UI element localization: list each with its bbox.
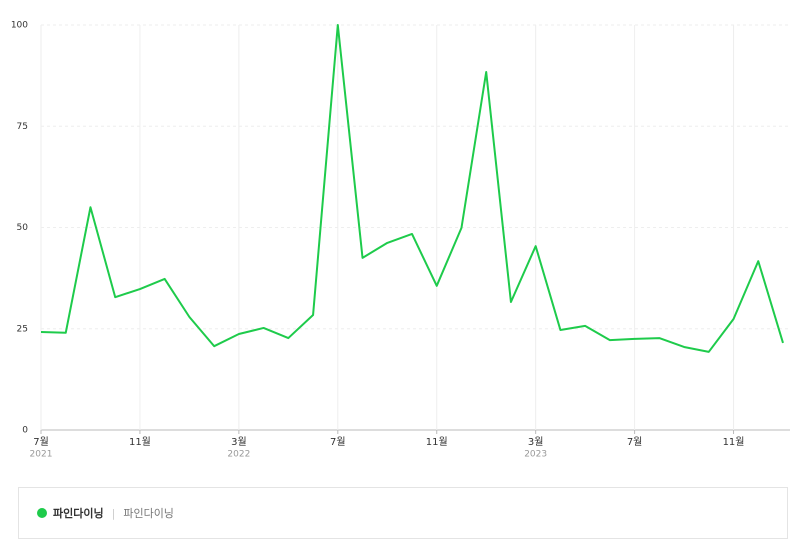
y-tick-label: 25 xyxy=(17,324,28,334)
chart: 0 25 50 75 100 7월 2021 11월 3월 2022 7월 11월 3월 2023 7월 11… xyxy=(11,21,790,460)
y-tick-label: 50 xyxy=(17,223,29,233)
x-tick-label: 3월 xyxy=(231,436,247,448)
x-tick-label: 7월 xyxy=(627,436,643,448)
y-tick-label: 0 xyxy=(22,426,28,436)
year-label: 2023 xyxy=(524,450,547,460)
x-tick-label: 11월 xyxy=(723,436,745,448)
x-tick-label: 11월 xyxy=(129,436,151,448)
y-tick-label: 100 xyxy=(11,21,28,31)
y-tick-label: 75 xyxy=(17,122,28,132)
x-tick-label: 7월 xyxy=(33,436,49,448)
legend-label: 파인다이닝 xyxy=(53,507,104,520)
legend: 파인다이닝 | 파인다이닝 xyxy=(18,487,788,539)
year-label: 2022 xyxy=(227,450,250,460)
line-series xyxy=(40,24,784,353)
legend-marker xyxy=(37,508,47,518)
x-tick-label: 3월 xyxy=(528,436,544,448)
x-tick-label: 11월 xyxy=(426,436,448,448)
year-label: 2021 xyxy=(30,450,53,460)
x-tick-label: 7월 xyxy=(330,436,346,448)
legend-keywords: 파인다이닝 xyxy=(123,507,174,520)
separator: | xyxy=(111,506,116,520)
